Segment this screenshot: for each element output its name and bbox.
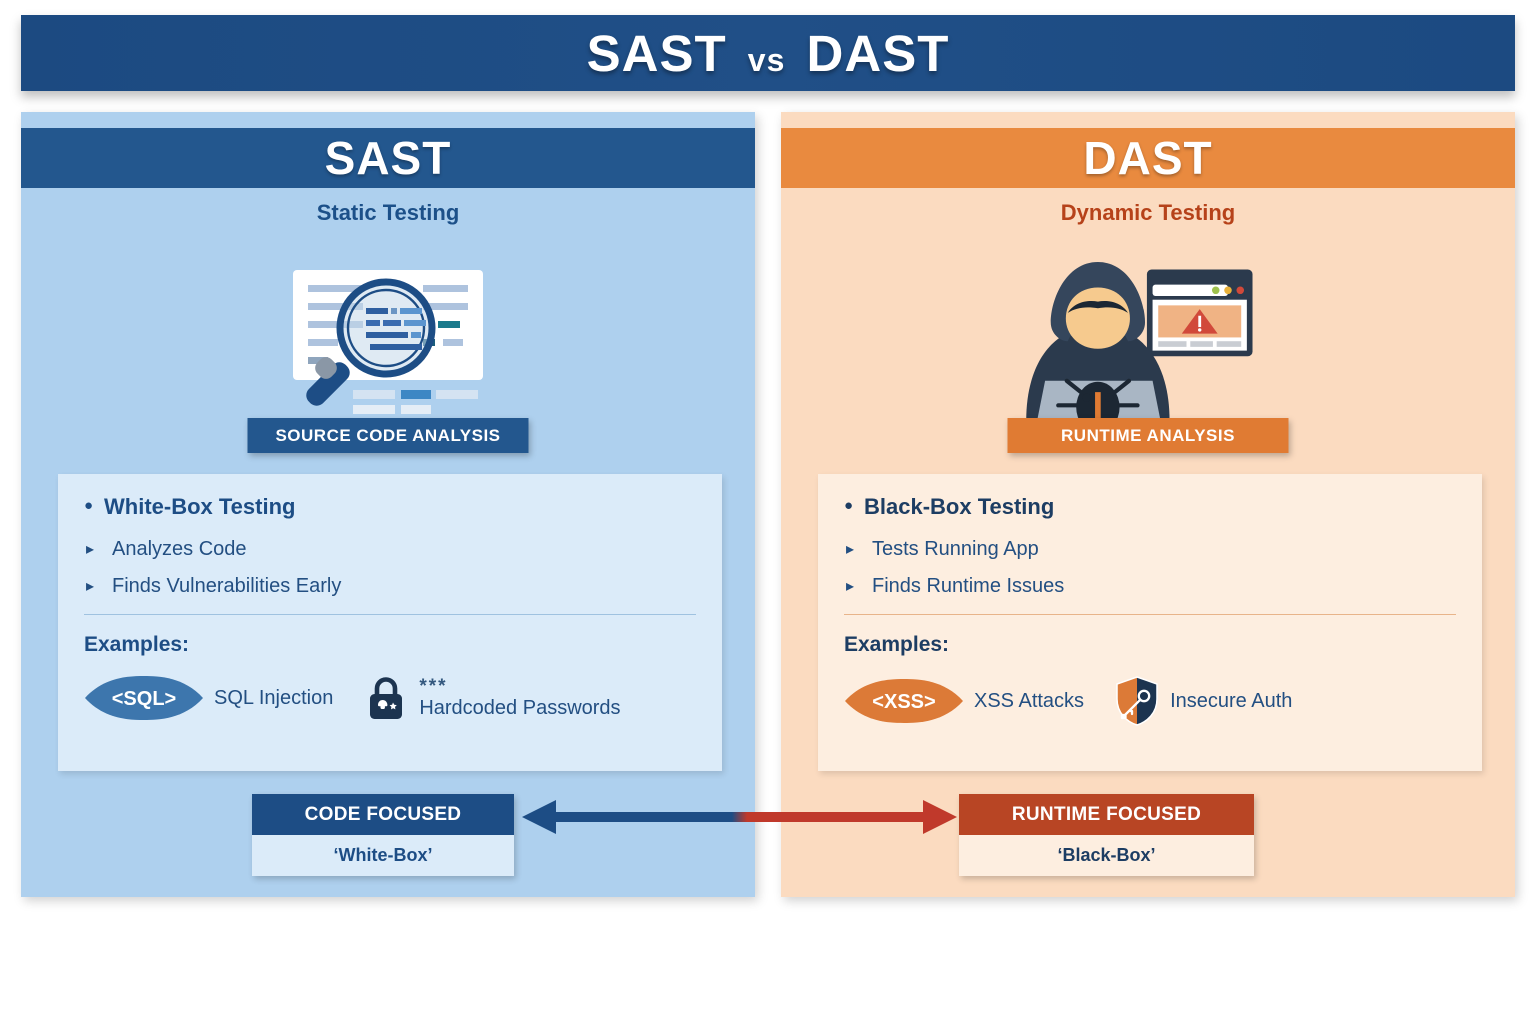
svg-text:<SQL>: <SQL> xyxy=(112,688,176,710)
svg-text:<XSS>: <XSS> xyxy=(872,691,935,713)
